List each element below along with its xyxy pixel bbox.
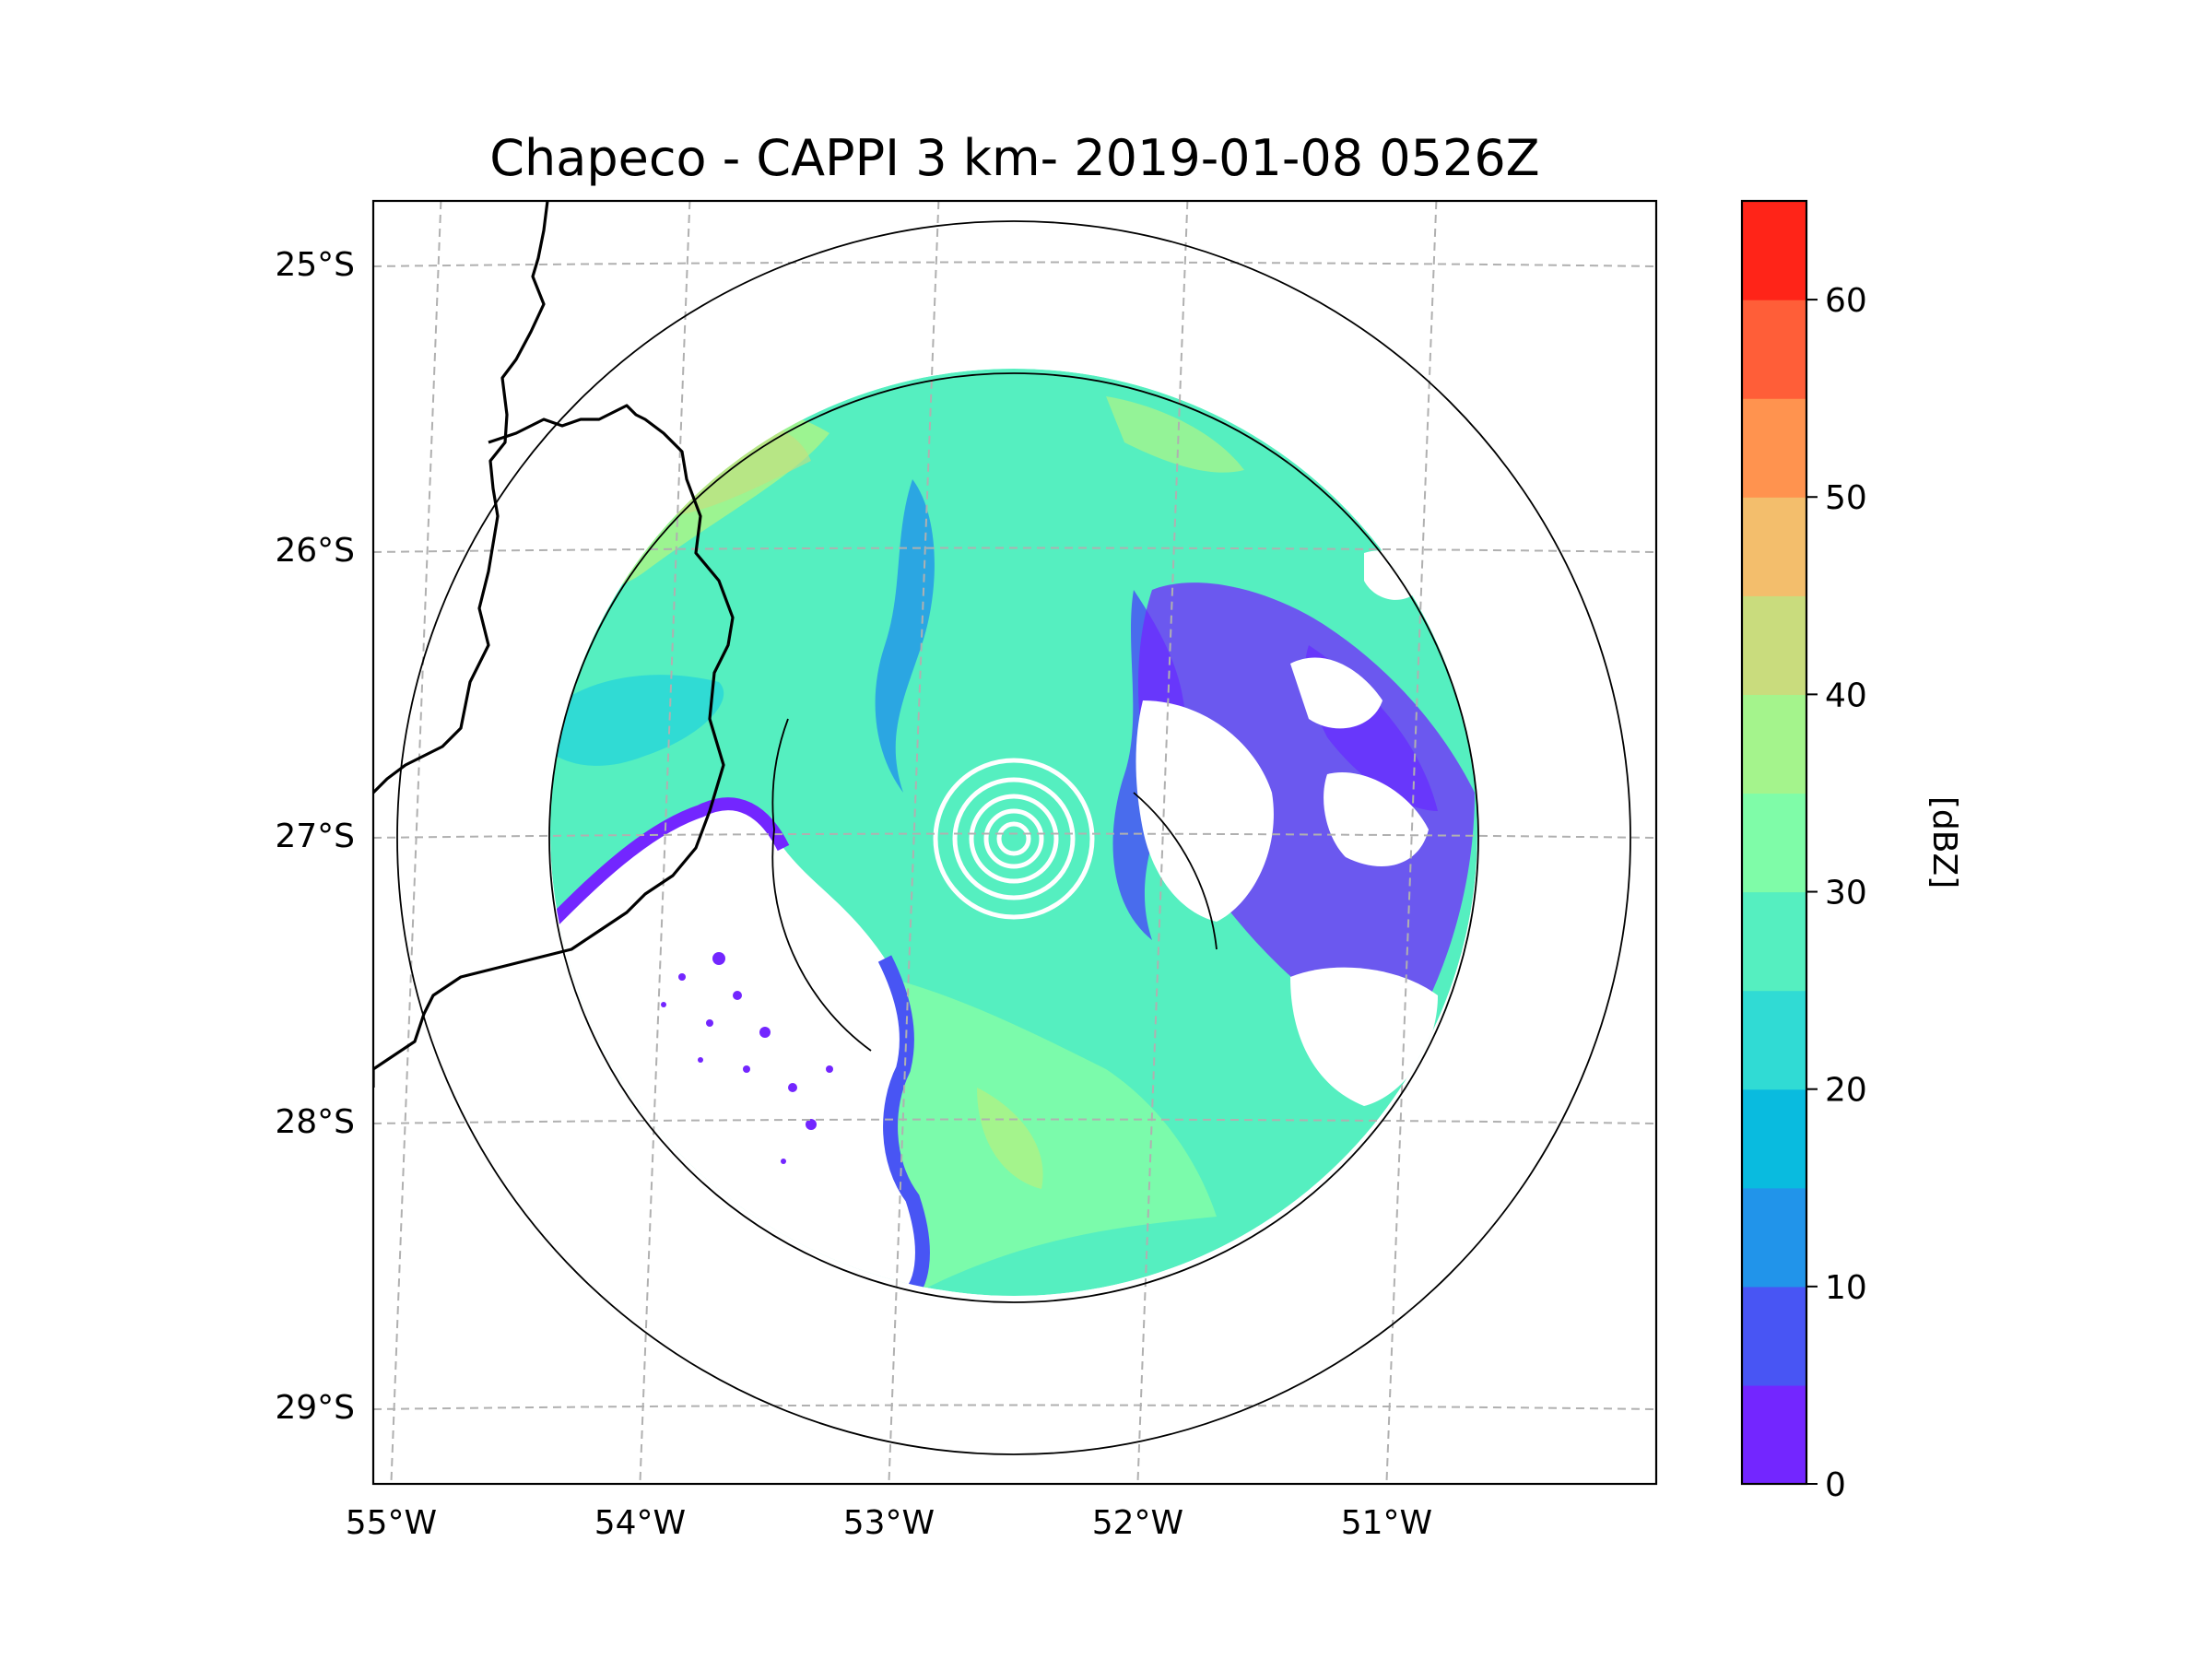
map-frame — [371, 199, 1658, 1486]
colorbar-step — [1742, 300, 1806, 399]
lon-label: 52°W — [1092, 1504, 1183, 1542]
country-borders — [373, 201, 735, 1088]
colorbar-step — [1742, 201, 1806, 300]
longitude-labels: 55°W 54°W 53°W 52°W 51°W — [346, 1504, 1432, 1542]
lon-label: 55°W — [346, 1504, 437, 1542]
colorbar-step — [1742, 1384, 1806, 1485]
lat-gridline — [373, 547, 1656, 553]
lon-label: 54°W — [594, 1504, 686, 1542]
colorbar-step — [1742, 793, 1806, 893]
colorbar-step — [1742, 990, 1806, 1090]
chart-title: Chapeco - CAPPI 3 km- 2019-01-08 0526Z — [489, 129, 1539, 187]
colorbar-tick-label: 60 — [1825, 282, 1867, 320]
lat-label: 29°S — [275, 1389, 355, 1427]
lat-gridline — [373, 832, 1656, 839]
colorbar-step — [1742, 1286, 1806, 1386]
colorbar-tick-label: 20 — [1825, 1072, 1867, 1110]
lat-label: 25°S — [275, 246, 355, 284]
reflectivity-field — [550, 369, 1477, 1296]
colorbar-tick-label: 50 — [1825, 479, 1867, 517]
colorbar-step — [1742, 1088, 1806, 1189]
colorbar-steps — [1742, 201, 1806, 1485]
colorbar-step — [1742, 1187, 1806, 1288]
lon-gridline — [888, 201, 940, 1484]
lat-label: 27°S — [275, 818, 355, 855]
center-rings — [933, 758, 1095, 920]
range-ring-inner-west — [771, 718, 872, 1052]
lat-gridline — [373, 1404, 1656, 1410]
colorbar-tick-label: 10 — [1825, 1269, 1867, 1307]
lat-gridline — [373, 261, 1656, 267]
colorbar-ticks: 0 10 20 30 40 50 60 — [1806, 282, 1867, 1504]
colorbar-step — [1742, 891, 1806, 992]
range-ring-outer — [396, 220, 1631, 1455]
range-rings — [396, 220, 1631, 1455]
colorbar-tick-label: 0 — [1825, 1466, 1846, 1504]
latitude-labels: 25°S 26°S 27°S 28°S 29°S — [275, 246, 355, 1427]
map-content — [373, 201, 1656, 1484]
colorbar-frame — [1740, 199, 1808, 1486]
range-ring-inner-east — [1133, 792, 1218, 950]
lat-label: 28°S — [275, 1103, 355, 1141]
lon-gridline — [639, 201, 691, 1484]
range-ring-middle — [548, 372, 1479, 1303]
lon-gridline — [1136, 201, 1189, 1484]
colorbar-step — [1742, 497, 1806, 596]
lon-label: 51°W — [1341, 1504, 1432, 1542]
colorbar-step — [1742, 398, 1806, 498]
colorbar-step — [1742, 694, 1806, 794]
colorbar: 0 10 20 30 40 50 60 [dBZ] — [1740, 199, 1963, 1504]
lon-label: 53°W — [843, 1504, 935, 1542]
lon-gridline — [390, 201, 442, 1484]
lat-label: 26°S — [275, 532, 355, 570]
colorbar-step — [1742, 595, 1806, 695]
colorbar-tick-label: 40 — [1825, 677, 1867, 714]
colorbar-label: [dBZ] — [1925, 796, 1963, 888]
lon-gridline — [1385, 201, 1438, 1484]
graticule — [373, 201, 1656, 1484]
colorbar-tick-label: 30 — [1825, 875, 1867, 912]
lat-gridline — [373, 1118, 1656, 1124]
